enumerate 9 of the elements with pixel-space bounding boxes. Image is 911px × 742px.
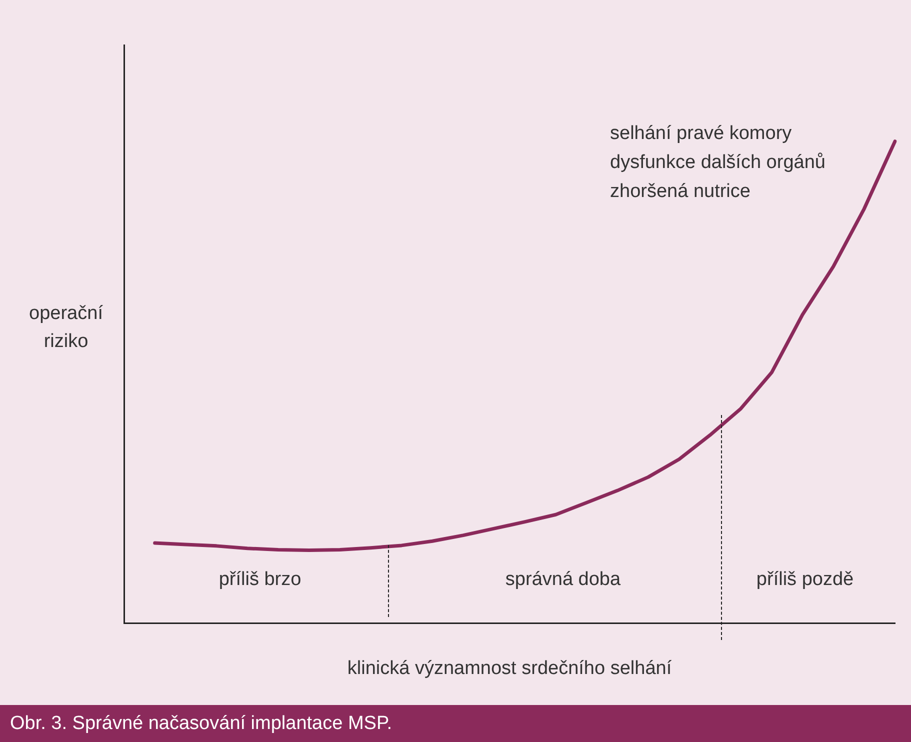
annotation: zhoršená nutrice [610, 181, 750, 202]
annotation: selhání pravé komory [610, 123, 792, 144]
annotation: příliš brzo [218, 569, 302, 590]
x-axis-title: klinická významnost srdečního selhání [347, 658, 672, 680]
annotation: příliš pozdě [756, 569, 854, 590]
text: Obr. 3. Správné načasování implantace MSP. [0, 705, 911, 742]
annotation: dysfunkce dalších orgánů [610, 152, 826, 174]
annotation: správná doba [505, 569, 621, 590]
y-axis-title: operační riziko [29, 303, 104, 352]
